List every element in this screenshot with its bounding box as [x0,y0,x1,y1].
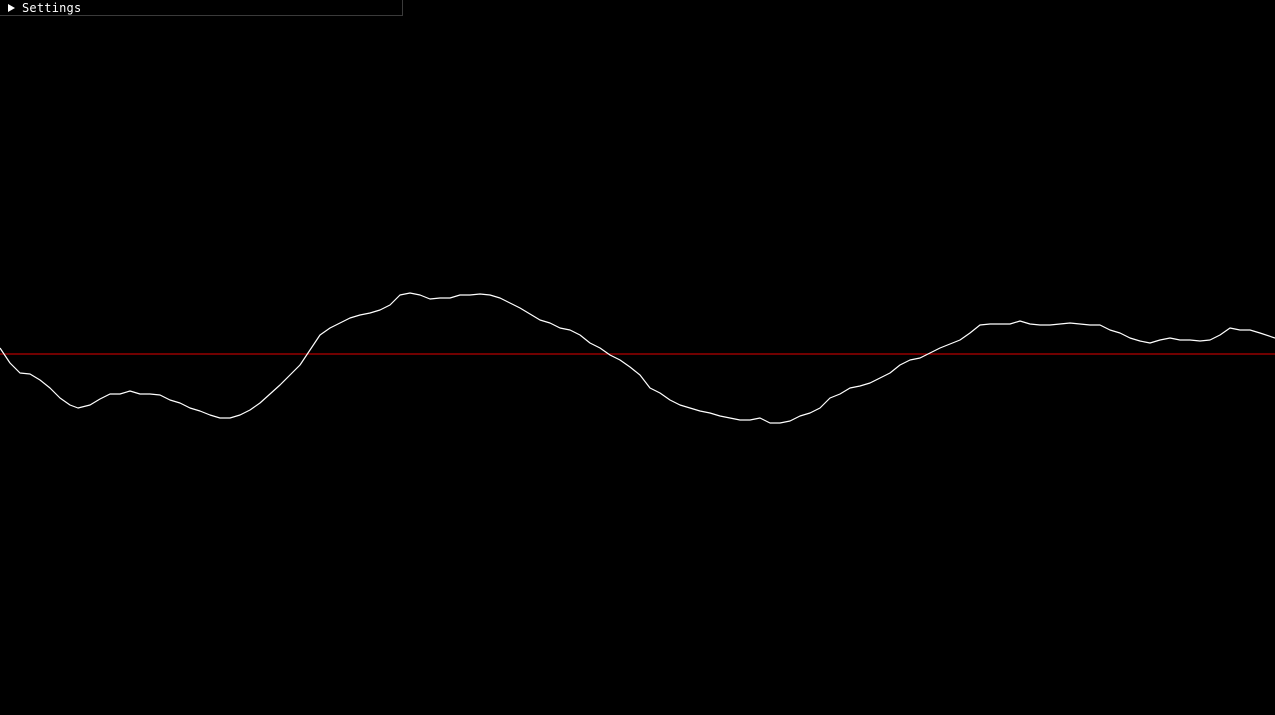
settings-label: Settings [22,0,82,15]
triangle-right-icon[interactable] [8,3,15,12]
settings-panel-header[interactable]: Settings [0,0,403,16]
waveform-line [0,292,1275,424]
